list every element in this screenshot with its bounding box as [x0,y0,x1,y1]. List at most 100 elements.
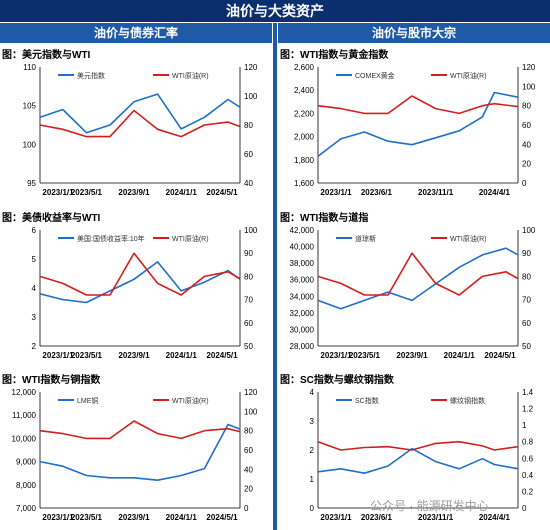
x-tick-label: 2023/9/1 [118,188,150,197]
right-tick-label: 0 [244,504,249,513]
chart-title: 图：美元指数与WTI [2,50,91,61]
x-tick-label: 2024/5/1 [206,351,238,360]
right-tick-label: 0 [522,179,527,188]
left-tick-label: 2,000 [294,133,315,142]
left-tick-label: 34,000 [290,292,315,301]
left-tick-label: 6 [32,226,37,235]
left-tick-label: 8,000 [16,481,37,490]
series-line-secondary [39,420,241,440]
series-line-primary [39,93,241,134]
left-tick-label: 5 [32,255,37,264]
chart-title: 图：SC指数与螺纹钢指数 [280,375,394,386]
legend-label: 美国:国债收益率:10年 [77,234,145,243]
right-tick-label: 20 [522,160,531,169]
right-tick-label: 40 [244,465,253,474]
right-tick-label: 0.2 [522,487,534,496]
panel-sc-rebar: 图：SC指数与螺纹钢指数 0 1 2 3 4 0 0.2 0.4 0.6 0.8 1 1.2 1.4 20… [278,370,550,530]
left-tick-label: 42,000 [290,226,315,235]
x-tick-label: 2023/5/1 [71,188,103,197]
x-tick-label: 2023/6/1 [361,188,393,197]
right-tick-label: 80 [244,427,253,436]
x-tick-label: 2023/6/1 [361,513,393,522]
left-tick-label: 100 [23,140,37,149]
right-tick-label: 60 [244,150,253,159]
right-tick-label: 100 [244,226,258,235]
series-line-secondary [39,109,241,138]
left-tick-label: 10,000 [12,434,37,443]
left-tick-label: 4 [310,388,315,397]
x-tick-label: 2023/9/1 [118,513,150,522]
legend-label: 美元指数 [77,71,105,80]
left-tick-label: 95 [27,179,36,188]
legend-label: SC指数 [355,396,379,405]
right-tick-label: 120 [244,63,258,72]
series-line-primary [317,91,519,157]
right-tick-label: 50 [244,342,253,351]
left-tick-label: 2,200 [294,109,315,118]
panel-dollar-wti: 图：美元指数与WTI 95 100 105 110 40 60 80 100 120 2023/1… [0,45,272,205]
left-tick-label: 0 [310,504,315,513]
legend-label: WTI原油(R) [172,71,209,80]
x-tick-label: 2023/1/1 [42,513,74,522]
left-tick-label: 2,400 [294,86,315,95]
right-tick-label: 80 [522,272,531,281]
left-tick-label: 28,000 [290,342,315,351]
left-tick-label: 9,000 [16,458,37,467]
chart-title: 图：WTI指数与道指 [280,213,369,224]
series-line-secondary [39,252,241,296]
chart-wti-dow: 28,000 30,000 32,000 34,000 36,000 38,000 40,0… [290,226,536,360]
series-line-secondary [317,95,519,115]
x-tick-label: 2023/1/1 [320,188,352,197]
x-tick-label: 2023/1/1 [320,513,352,522]
left-tick-label: 2 [310,446,315,455]
legend-label: LME铜 [77,396,98,405]
left-tick-label: 2,600 [294,63,315,72]
left-tick-label: 38,000 [290,259,315,268]
x-tick-label: 2023/5/1 [71,513,103,522]
x-tick-label: 2024/1/1 [444,351,476,360]
right-tick-label: 0.6 [522,454,534,463]
x-tick-label: 2024/1/1 [166,351,198,360]
left-tick-label: 1,600 [294,179,315,188]
watermark-text: 公众号 · 能源研发中心 [370,499,489,513]
left-tick-label: 36,000 [290,276,315,285]
x-tick-label: 2023/5/1 [71,351,103,360]
legend-label: WTI原油(R) [450,71,487,80]
chart-title: 图：WTI指数与黄金指数 [280,50,389,61]
x-tick-label: 2023/11/1 [418,188,454,197]
legend-label: WTI原油(R) [450,234,487,243]
right-tick-label: 60 [522,319,531,328]
left-tick-label: 110 [23,63,36,72]
right-tick-label: 60 [522,121,531,130]
chart-wti-gold: 1,600 1,800 2,000 2,200 2,400 2,600 0 20 40 60 80 1… [294,63,536,197]
series-line-primary [317,447,519,474]
legend-label: COMEX黄金 [355,71,395,80]
right-tick-label: 60 [244,446,253,455]
right-tick-label: 1 [522,421,527,430]
left-tick-label: 11,000 [12,411,36,420]
report-title: 油价与大类资产 [0,0,550,22]
series-line-secondary [317,440,519,451]
x-tick-label: 2023/1/1 [42,188,74,197]
x-tick-label: 2023/9/1 [396,351,428,360]
x-tick-label: 2024/5/1 [206,188,238,197]
x-tick-label: 2024/5/1 [206,513,238,522]
left-tick-label: 2 [32,342,37,351]
chart-title: 图：美债收益率与WTI [2,213,101,224]
right-tick-label: 90 [522,249,531,258]
right-tick-label: 80 [244,272,253,281]
right-tick-label: 100 [522,226,536,235]
right-tick-label: 40 [522,140,531,149]
left-tick-label: 1,800 [294,156,315,165]
x-tick-label: 2023/5/1 [349,351,381,360]
right-tick-label: 1.2 [522,405,534,414]
left-section-header: 油价与债券汇率 [0,23,272,43]
right-tick-label: 120 [522,63,536,72]
right-tick-label: 40 [244,179,253,188]
right-tick-label: 60 [244,319,253,328]
column-divider [273,23,277,530]
x-tick-label: 2023/1/1 [320,351,352,360]
panel-yield-wti: 图：美债收益率与WTI 2 3 4 5 6 50 60 70 80 90 100 2023/1/1 20… [0,208,272,368]
